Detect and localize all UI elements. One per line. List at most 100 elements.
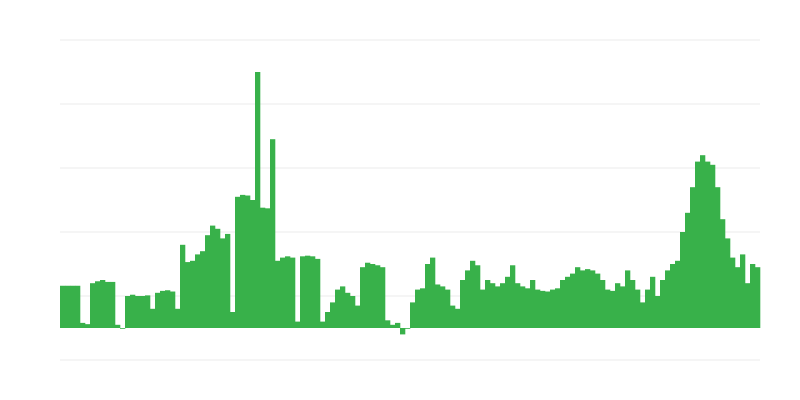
bar <box>250 200 256 328</box>
bar <box>185 262 191 328</box>
bar <box>590 270 596 328</box>
bar <box>495 286 501 328</box>
bar <box>265 208 271 328</box>
bar <box>435 284 441 328</box>
bar <box>640 302 646 328</box>
bar <box>110 281 116 328</box>
bar <box>280 257 286 328</box>
bar <box>665 270 671 328</box>
bar <box>275 260 281 328</box>
bar <box>65 285 71 328</box>
bar <box>720 219 726 328</box>
bar <box>440 286 446 328</box>
bar <box>545 291 551 328</box>
bar <box>580 270 586 328</box>
bar <box>175 308 181 328</box>
bar <box>615 283 621 328</box>
bar <box>400 328 406 335</box>
bar <box>560 280 566 328</box>
bar <box>710 164 716 328</box>
bar <box>715 187 721 328</box>
bar <box>515 283 521 328</box>
gridlines <box>60 39 760 361</box>
bar <box>555 288 561 328</box>
bar <box>480 289 486 328</box>
bar <box>425 264 431 328</box>
bar <box>375 265 381 328</box>
bar <box>345 292 351 328</box>
bar <box>550 289 556 328</box>
bar <box>690 187 696 328</box>
bar <box>450 305 456 328</box>
bar <box>285 256 291 328</box>
bar <box>465 270 471 328</box>
bar <box>685 212 691 328</box>
bar <box>130 294 136 328</box>
bar <box>220 238 226 328</box>
bar <box>300 256 306 328</box>
bar <box>630 280 636 328</box>
bar <box>520 286 526 328</box>
bar <box>85 324 91 328</box>
bar <box>330 302 336 328</box>
bars <box>60 72 761 335</box>
bar <box>410 302 416 328</box>
bar <box>535 289 541 328</box>
bar <box>125 296 131 328</box>
bar <box>190 260 196 328</box>
bar <box>230 312 236 328</box>
bar <box>675 260 681 328</box>
bar <box>735 267 741 328</box>
bar <box>740 254 746 328</box>
bar <box>585 269 591 328</box>
bar <box>155 292 161 328</box>
bar <box>135 296 141 328</box>
bar <box>525 288 531 328</box>
bar <box>205 235 211 328</box>
bar <box>700 155 706 328</box>
bar <box>455 308 461 328</box>
bar <box>405 328 411 329</box>
bar <box>490 283 496 328</box>
bar <box>650 276 656 328</box>
bar <box>660 280 666 328</box>
bar <box>320 321 326 328</box>
bar <box>105 281 111 328</box>
bar <box>310 256 316 328</box>
bar <box>350 296 356 328</box>
bar <box>365 262 371 328</box>
bar <box>645 289 651 328</box>
bar <box>100 280 106 328</box>
bar <box>420 288 426 328</box>
bar <box>140 296 146 328</box>
bar <box>430 257 436 328</box>
bar <box>360 267 366 328</box>
bar <box>655 296 661 328</box>
bar <box>600 280 606 328</box>
bar <box>610 290 616 328</box>
bar <box>180 244 186 328</box>
bar <box>170 291 176 328</box>
bar <box>540 290 546 328</box>
bar <box>240 194 246 328</box>
bar <box>210 225 216 328</box>
bar <box>485 280 491 328</box>
bar <box>595 273 601 328</box>
bar <box>635 289 641 328</box>
bar <box>380 267 386 328</box>
bar <box>460 280 466 328</box>
bar <box>70 285 76 328</box>
bar <box>60 285 66 328</box>
bar <box>670 264 676 328</box>
bar <box>445 289 451 328</box>
bar <box>385 320 391 328</box>
bar <box>695 161 701 328</box>
bar <box>95 281 101 328</box>
bar <box>295 321 301 328</box>
bar <box>625 270 631 328</box>
bar <box>575 267 581 328</box>
bar <box>370 264 376 328</box>
bar <box>235 196 241 328</box>
bar <box>150 308 156 328</box>
